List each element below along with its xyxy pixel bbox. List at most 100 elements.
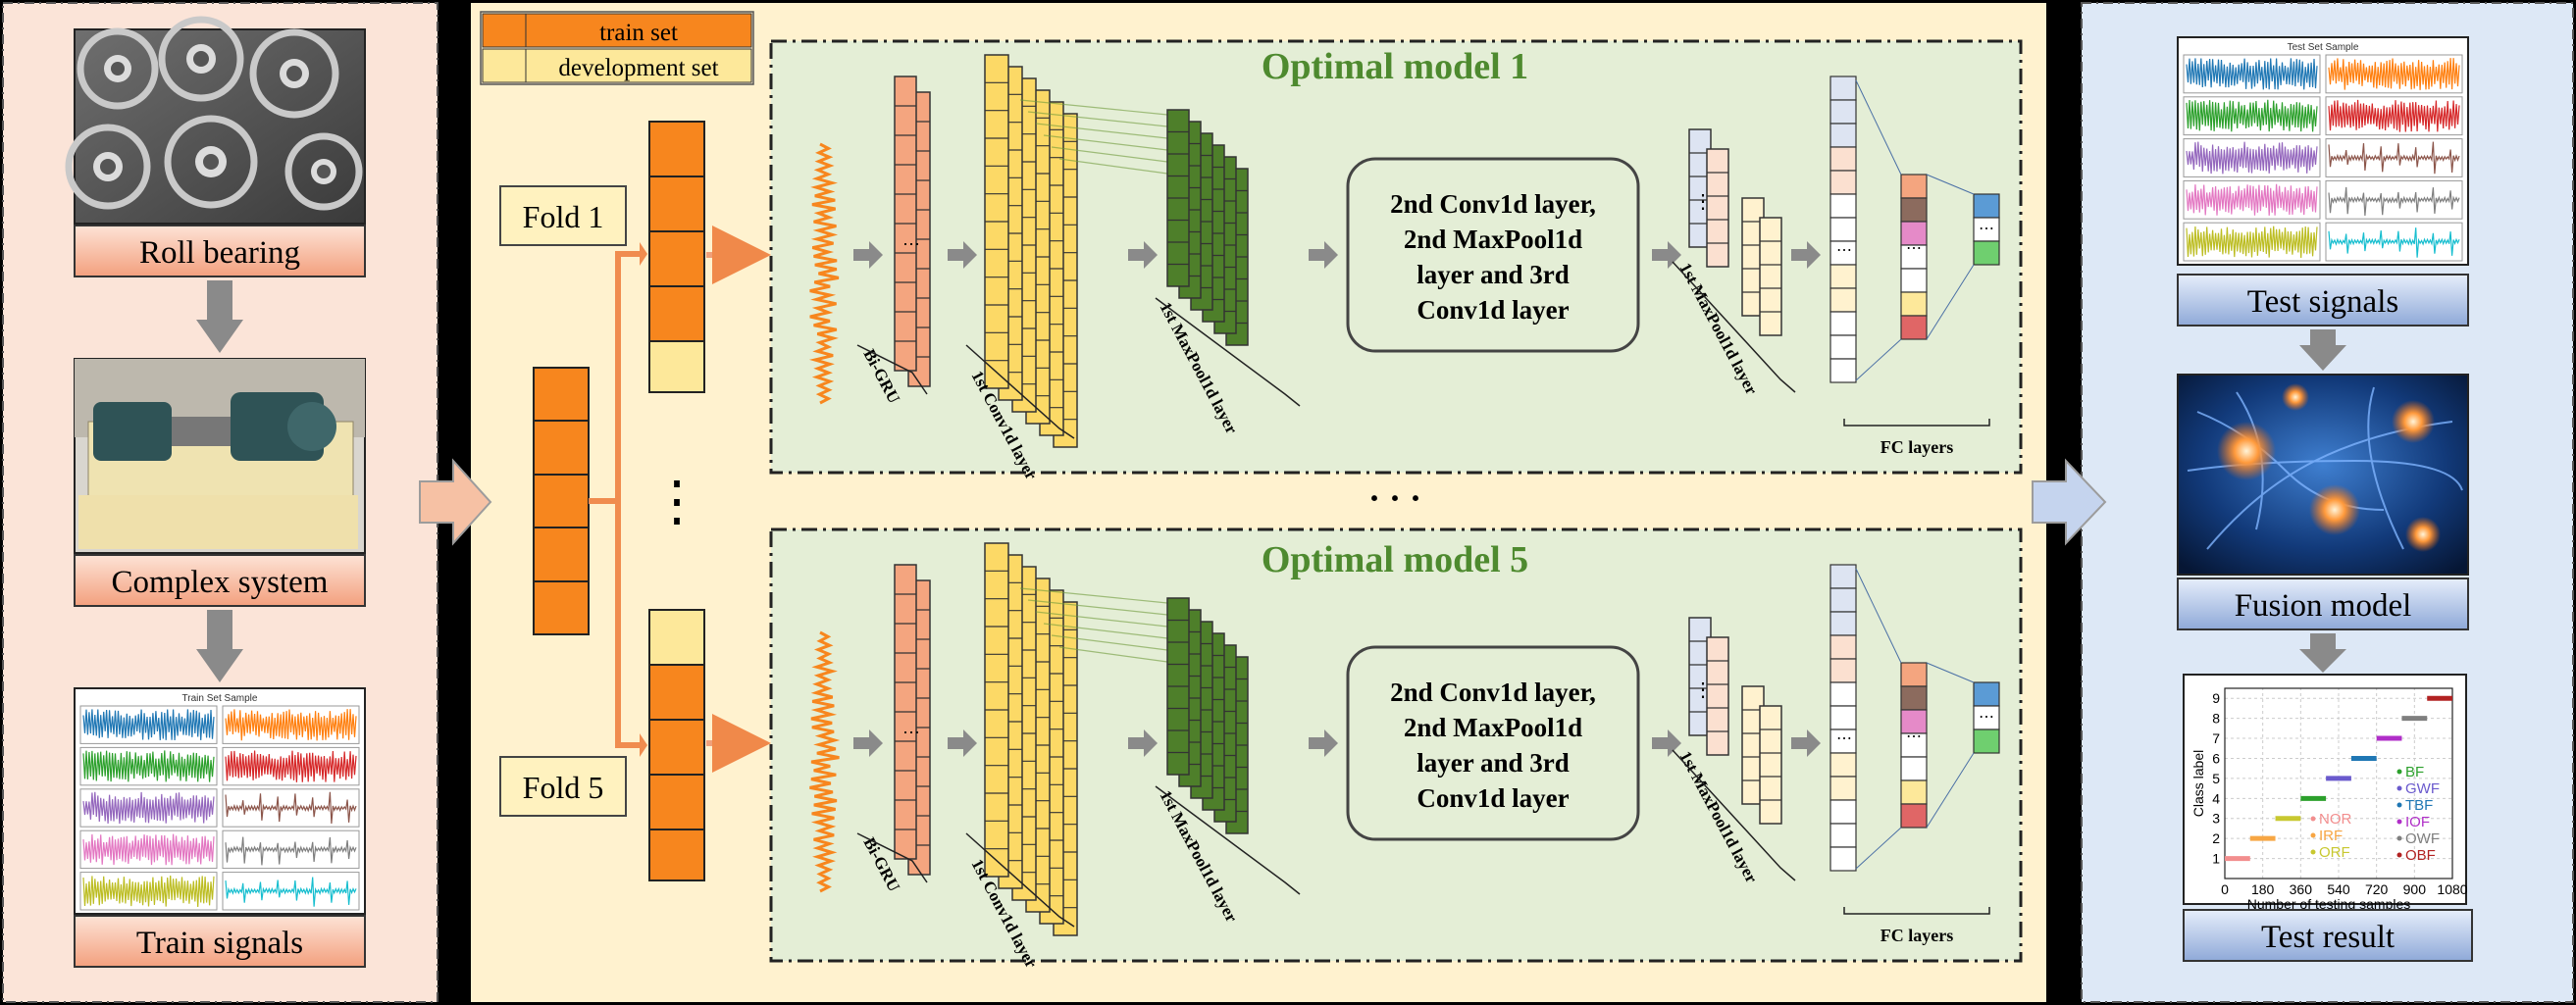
svg-text:Train Set Sample: Train Set Sample	[182, 693, 258, 704]
x-tick-label: 360	[2290, 881, 2313, 897]
fusion-model-label: Fusion model	[2235, 588, 2412, 624]
right-arrow-icon	[1807, 729, 1821, 757]
model1-title: Optimal model 1	[1262, 46, 1528, 87]
model5-title: Optimal model 5	[1262, 539, 1528, 580]
right-arrow-icon	[869, 729, 883, 757]
svg-text:⋯: ⋯	[1906, 240, 1922, 257]
down-arrow-icon	[2299, 649, 2346, 673]
x-tick-label: 180	[2251, 881, 2275, 897]
signal-waveform	[2186, 99, 2318, 132]
svg-text:⋯: ⋯	[1979, 709, 1994, 726]
right-arrow-icon	[419, 458, 492, 546]
legend-item: ORF	[2319, 844, 2350, 861]
signal-waveform	[225, 791, 357, 825]
svg-text:⋮: ⋮	[1693, 679, 1713, 701]
middle-layers-text: layer and 3rd	[1417, 748, 1570, 778]
x-tick-label: 720	[2365, 881, 2389, 897]
signal-waveform	[82, 875, 215, 908]
right-arrow-icon	[1324, 729, 1338, 757]
dataset-column	[533, 367, 590, 635]
right-arrow-icon	[1144, 729, 1158, 757]
signal-waveform	[2186, 58, 2318, 90]
right-arrow-icon	[1324, 241, 1338, 269]
y-tick-label: 2	[2212, 830, 2220, 846]
legend-item: IOF	[2405, 814, 2430, 830]
models-ellipsis: · · ·	[1368, 478, 1421, 518]
right-arrow-icon	[1668, 241, 1681, 269]
legend-item: GWF	[2405, 780, 2440, 797]
test-signals-label: Test signals	[2247, 284, 2398, 320]
fold5-label: Fold 5	[523, 770, 604, 805]
signal-waveform	[82, 833, 215, 866]
signal-waveform	[2328, 227, 2460, 258]
svg-text:Test Set Sample: Test Set Sample	[2288, 42, 2359, 53]
right-arrow-icon	[869, 241, 883, 269]
middle-layers-text: Conv1d layer	[1417, 783, 1569, 813]
middle-layers-text: 2nd MaxPool1d	[1404, 713, 1582, 742]
down-arrow-icon	[196, 320, 243, 353]
signal-waveform	[225, 750, 357, 782]
middle-layers-text: 2nd Conv1d layer,	[1390, 678, 1596, 707]
x-tick-label: 0	[2221, 881, 2229, 897]
svg-text:⋯: ⋯	[1906, 729, 1922, 745]
x-tick-label: 540	[2327, 881, 2350, 897]
signal-waveform	[82, 750, 215, 782]
legend-train-label: train set	[599, 20, 678, 46]
signal-waveform	[2186, 183, 2318, 216]
legend-item: BF	[2405, 764, 2424, 780]
complex-system-label: Complex system	[112, 565, 329, 600]
middle-layers-text: 2nd Conv1d layer,	[1390, 189, 1596, 219]
y-tick-label: 6	[2212, 750, 2220, 766]
signal-waveform	[2186, 226, 2318, 259]
neural-network-image	[2177, 374, 2469, 576]
signal-waveform	[2186, 141, 2318, 175]
right-arrow-icon	[1144, 241, 1158, 269]
input-signal	[809, 630, 841, 893]
legend-item: TBF	[2405, 797, 2433, 814]
y-tick-label: 8	[2212, 711, 2220, 727]
down-arrow-icon	[2299, 345, 2346, 371]
legend: train set development set	[480, 11, 754, 85]
fold1-label: Fold 1	[523, 199, 604, 234]
legend-item: NOR	[2319, 811, 2352, 828]
test-signal-sample-grid: Test Set Sample	[2177, 36, 2469, 266]
svg-text:⋯: ⋯	[1836, 242, 1852, 259]
signal-waveform	[2328, 186, 2460, 217]
right-arrow-icon	[1807, 241, 1821, 269]
signal-waveform	[225, 836, 357, 866]
right-arrow-icon	[2032, 458, 2107, 546]
train-signal-sample-grid: Train Set Sample	[74, 687, 366, 915]
fold5-column	[648, 609, 705, 881]
train-signals-label: Train signals	[136, 926, 303, 961]
right-arrow-icon	[963, 729, 977, 757]
svg-text:⋮: ⋮	[1693, 191, 1713, 213]
fold1-column	[648, 121, 705, 393]
svg-text:⋯: ⋯	[1836, 730, 1852, 747]
legend-dev-label: development set	[558, 55, 718, 81]
legend-item: OBF	[2405, 847, 2436, 864]
bearing-image	[65, 16, 366, 225]
x-axis-label: Number of testing samples	[2247, 896, 2411, 912]
y-tick-label: 9	[2212, 690, 2220, 706]
svg-text:⋯: ⋯	[1979, 221, 1994, 237]
signal-waveform	[225, 877, 357, 907]
signal-waveform	[82, 791, 215, 825]
fc-label: FC layers	[1880, 437, 1953, 457]
legend-item: IRF	[2319, 828, 2343, 844]
signal-waveform	[225, 709, 357, 741]
fold-ellipsis: ⋮	[649, 472, 704, 532]
signal-waveform	[2328, 58, 2460, 90]
middle-layers-text: Conv1d layer	[1417, 295, 1569, 325]
middle-layers-text: layer and 3rd	[1417, 260, 1570, 289]
right-arrow-icon	[1668, 729, 1681, 757]
signal-waveform	[2328, 99, 2460, 132]
test-result-label: Test result	[2261, 920, 2395, 955]
y-tick-label: 3	[2212, 811, 2220, 827]
down-arrow-icon	[196, 649, 243, 682]
signal-waveform	[82, 709, 215, 741]
y-tick-label: 7	[2212, 730, 2220, 746]
right-arrow-icon	[963, 241, 977, 269]
x-tick-label: 900	[2403, 881, 2427, 897]
roll-bearing-label: Roll bearing	[139, 235, 300, 271]
machine-image	[74, 358, 366, 554]
